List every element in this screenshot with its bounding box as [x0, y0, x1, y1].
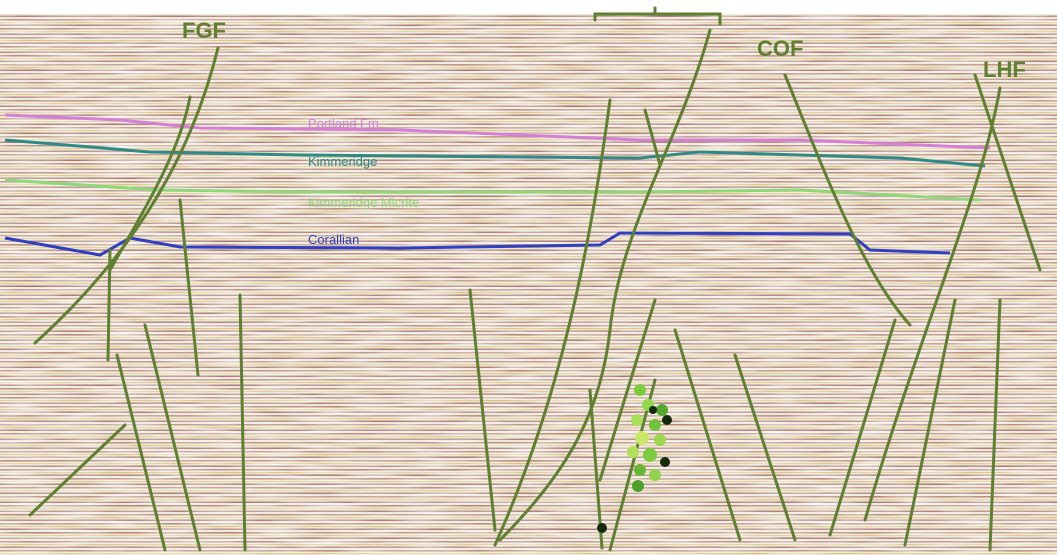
fault-line	[733, 353, 797, 542]
fault-line	[598, 298, 657, 482]
event-cluster	[597, 384, 672, 533]
event-dot	[634, 464, 646, 476]
fault-line	[238, 293, 247, 552]
fault-line	[493, 98, 612, 547]
fault-line	[178, 198, 200, 377]
horizon-corallian	[4, 231, 951, 257]
fault-label: FGF	[182, 18, 226, 43]
event-dot	[649, 469, 661, 481]
seismic-noise	[0, 10, 1057, 555]
fault-line	[106, 248, 112, 362]
fault-line	[643, 108, 662, 167]
fault-line	[783, 73, 912, 327]
fault-line	[588, 388, 604, 550]
fault-line	[828, 318, 897, 537]
horizon-kimmeridge	[4, 138, 986, 168]
fault-line	[115, 353, 167, 552]
fault-line	[988, 298, 1002, 552]
fault-line	[973, 73, 1042, 272]
horizon-label: Corallian	[308, 232, 359, 247]
horizon-label: Kimmeridge	[308, 154, 377, 169]
fault-line	[903, 298, 957, 547]
fault-line	[468, 288, 497, 532]
event-dot	[597, 523, 607, 533]
fault-line	[498, 28, 712, 542]
event-dot	[627, 446, 639, 458]
fault-label: LHF	[983, 57, 1026, 82]
event-dot	[649, 419, 661, 431]
bracket	[593, 6, 722, 26]
horizon-label: Portland Fm.	[308, 116, 382, 131]
fault-line	[673, 328, 742, 542]
event-dot	[656, 404, 668, 416]
event-dot	[631, 414, 643, 426]
fault-line	[33, 46, 220, 345]
fault-line	[143, 323, 202, 552]
fault-line	[863, 86, 1002, 522]
event-dot	[643, 448, 657, 462]
faults	[28, 6, 1042, 552]
event-dot	[634, 384, 646, 396]
horizon-label: Kimmeridge Micrite	[308, 195, 419, 210]
event-dot	[660, 457, 670, 467]
horizon-portland	[4, 113, 991, 150]
fault-label: COF	[757, 36, 803, 61]
fault-line	[108, 95, 192, 272]
fault-line	[28, 423, 127, 517]
event-dot	[632, 480, 644, 492]
event-dot	[649, 406, 657, 414]
event-dot	[662, 415, 672, 425]
horizon-micrite	[4, 178, 981, 202]
event-dot	[635, 431, 649, 445]
top-margin	[0, 0, 1057, 14]
event-dot	[654, 434, 666, 446]
